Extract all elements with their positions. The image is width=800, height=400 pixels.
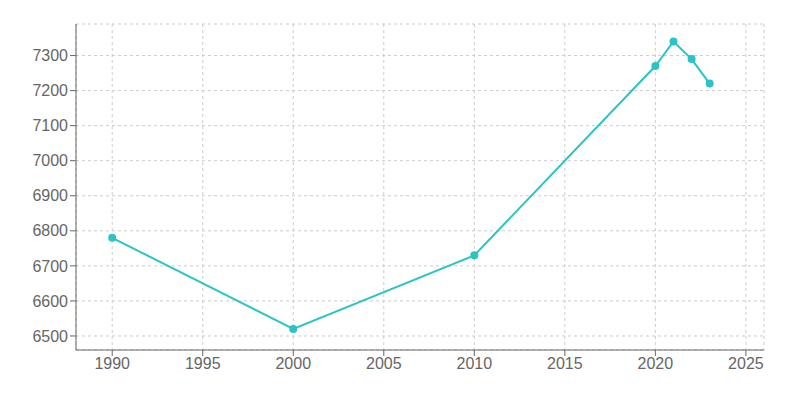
svg-text:2020: 2020 — [638, 355, 674, 372]
svg-text:1990: 1990 — [94, 355, 130, 372]
svg-text:6900: 6900 — [32, 187, 68, 204]
svg-text:2015: 2015 — [547, 355, 583, 372]
svg-text:6500: 6500 — [32, 328, 68, 345]
svg-text:7200: 7200 — [32, 82, 68, 99]
svg-text:7300: 7300 — [32, 47, 68, 64]
svg-text:7100: 7100 — [32, 117, 68, 134]
svg-text:6700: 6700 — [32, 258, 68, 275]
svg-text:2005: 2005 — [366, 355, 402, 372]
svg-text:2000: 2000 — [275, 355, 311, 372]
svg-text:2025: 2025 — [728, 355, 764, 372]
svg-text:1995: 1995 — [185, 355, 221, 372]
svg-text:2010: 2010 — [457, 355, 493, 372]
svg-text:6800: 6800 — [32, 222, 68, 239]
svg-text:6600: 6600 — [32, 293, 68, 310]
svg-text:7000: 7000 — [32, 152, 68, 169]
